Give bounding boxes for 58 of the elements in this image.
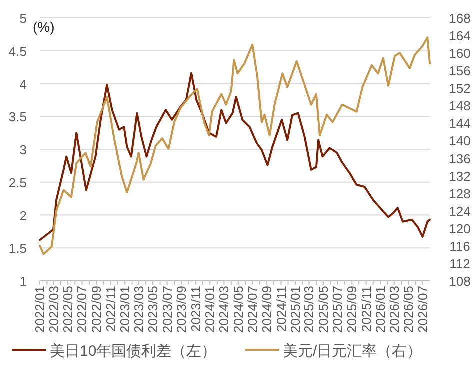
x-tick-label: 2022/11: [103, 286, 118, 332]
legend-label: 美日10年国债利差（左）: [50, 343, 217, 360]
y-tick-label: 5: [20, 11, 27, 26]
x-tick-label: 2023/01: [118, 286, 133, 333]
y2-tick-label: 152: [449, 81, 471, 96]
y-tick-label: 2.5: [8, 175, 27, 190]
y2-tick-label: 160: [449, 46, 471, 62]
y2-tick-label: 148: [449, 98, 471, 114]
x-tick-label: 2023/09: [174, 286, 190, 333]
x-tick-label: 2023/11: [188, 286, 204, 332]
y-axis-title: (%): [33, 19, 55, 35]
x-tick-label: 2022/07: [74, 286, 90, 333]
x-tick-label: 2024/03: [216, 286, 232, 333]
x-tick-label: 2023/05: [146, 286, 161, 333]
legend-label: 美元/日元汇率（右）: [283, 343, 422, 360]
y-tick-label: 4: [20, 76, 27, 92]
y2-tick-label: 116: [450, 238, 470, 254]
y-tick-label: 4.5: [8, 44, 27, 59]
y2-tick-label: 136: [449, 151, 471, 166]
x-tick-label: 2026/01: [373, 286, 388, 333]
y2-tick-label: 164: [449, 28, 471, 44]
y-tick-label: 3: [20, 142, 27, 158]
x-tick-label: 2022/01: [32, 286, 48, 333]
x-tick-label: 2023/03: [131, 286, 146, 333]
x-tick-label: 2026/05: [401, 286, 416, 333]
y2-tick-label: 132: [449, 168, 471, 184]
y-tick-label: 1.5: [8, 241, 27, 256]
x-tick-label: 2022/09: [89, 286, 104, 333]
x-tick-label: 2025/09: [344, 286, 360, 333]
x-tick-label: 2024/05: [230, 286, 246, 333]
y2-tick-label: 144: [449, 116, 471, 132]
x-tick-label: 2025/01: [288, 286, 303, 333]
x-tick-label: 2026/07: [415, 286, 430, 333]
y2-tick-label: 128: [449, 186, 471, 202]
y-tick-label: 2: [20, 208, 27, 224]
x-tick-label: 2025/11: [358, 286, 374, 332]
x-tick-label: 2024/09: [260, 286, 275, 333]
y2-tick-label: 108: [449, 274, 471, 289]
x-tick-label: 2025/05: [316, 286, 331, 333]
x-tick-label: 2022/05: [60, 286, 76, 333]
x-tick-label: 2024/01: [202, 286, 218, 333]
x-tick-label: 2024/11: [274, 286, 289, 332]
x-tick-label: 2022/03: [46, 286, 62, 333]
y2-tick-label: 124: [449, 204, 471, 219]
line-series: [39, 72, 431, 242]
y2-tick-label: 112: [450, 256, 470, 272]
y2-tick-label: 120: [449, 221, 471, 236]
y-tick-label: 1: [20, 274, 27, 289]
y2-tick-label: 156: [449, 64, 471, 79]
x-tick-label: 2025/03: [302, 286, 317, 333]
x-tick-label: 2024/07: [245, 286, 260, 333]
x-tick-label: 2025/07: [330, 286, 346, 333]
line-series: [39, 36, 431, 256]
y-tick-label: 3.5: [8, 110, 27, 125]
x-tick-label: 2026/03: [386, 286, 402, 333]
x-tick-label: 2023/07: [160, 286, 175, 333]
y2-tick-label: 140: [449, 134, 471, 149]
y2-tick-label: 168: [449, 11, 471, 26]
